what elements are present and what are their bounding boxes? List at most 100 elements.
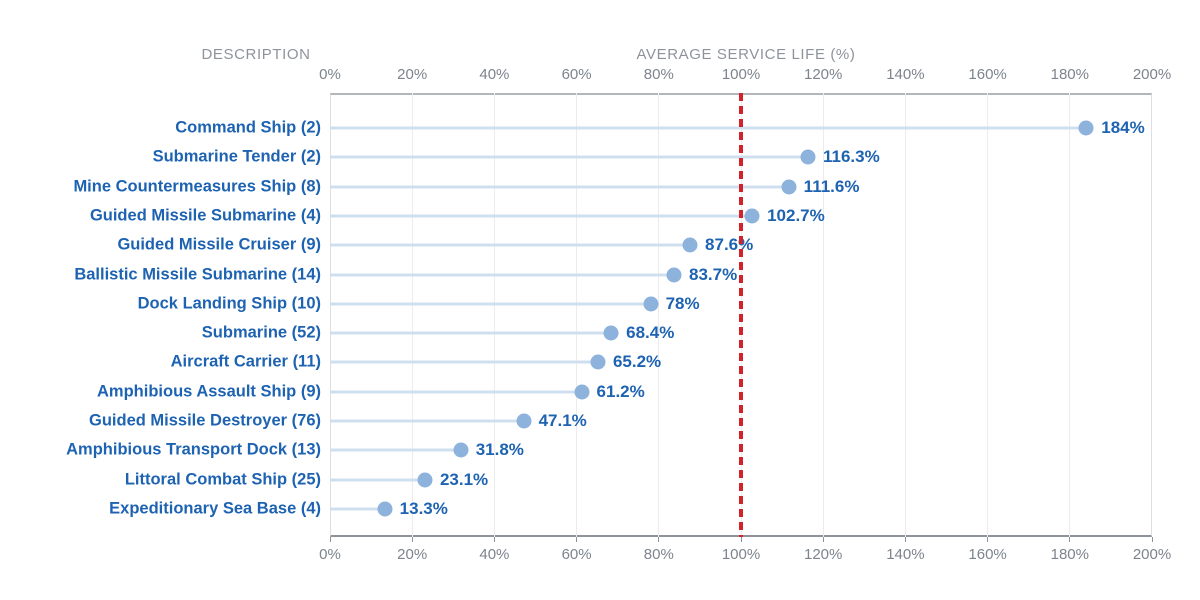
data-point-dot <box>377 501 393 517</box>
bottom-axis-tick-mark <box>1069 537 1071 542</box>
category-label: Submarine (52) <box>201 323 321 342</box>
top-axis-tick-label: 120% <box>804 66 843 83</box>
lollipop-stem <box>330 419 524 423</box>
data-point-dot <box>417 472 433 488</box>
lollipop-stem <box>330 302 651 306</box>
top-axis-tick-label: 80% <box>643 66 674 83</box>
value-label: 23.1% <box>439 469 489 489</box>
bottom-axis-tick-mark <box>493 537 495 542</box>
top-axis-tick-label: 20% <box>397 66 428 83</box>
bottom-axis-tick-label: 80% <box>643 546 674 563</box>
value-label: 184% <box>1101 118 1145 137</box>
lollipop-stem <box>330 331 612 335</box>
value-label: 47.1% <box>538 411 587 431</box>
lollipop-stem <box>330 243 691 247</box>
bottom-axis-tick-mark <box>411 537 413 542</box>
data-point-dot <box>574 384 590 400</box>
category-label: Littoral Combat Ship (25) <box>124 470 321 489</box>
top-axis-tick-label: 160% <box>968 66 1007 83</box>
lollipop-stem <box>330 507 385 511</box>
top-axis-tick-label: 40% <box>479 66 510 83</box>
value-label: 13.3% <box>399 499 448 518</box>
category-label: Mine Countermeasures Ship (8) <box>73 177 321 196</box>
bottom-axis-tick-label: 20% <box>397 546 428 563</box>
category-label: Amphibious Transport Dock (13) <box>66 440 321 459</box>
description-column-header: DESCRIPTION <box>201 46 311 63</box>
value-axis-header: AVERAGE SERVICE LIFE (%) <box>636 46 856 63</box>
lollipop-stem <box>330 155 808 159</box>
category-label: Expeditionary Sea Base (4) <box>109 499 321 518</box>
reference-line-100pct <box>739 93 743 537</box>
bottom-axis-tick-mark <box>1151 537 1153 542</box>
bottom-axis-tick-label: 160% <box>968 546 1007 563</box>
lollipop-stem <box>330 214 753 218</box>
top-axis-tick-label: 140% <box>886 66 925 83</box>
bottom-axis-tick-label: 180% <box>1050 546 1089 563</box>
data-point-dot <box>516 413 532 429</box>
value-label: 61.2% <box>596 381 645 401</box>
gridline <box>1069 93 1071 537</box>
bottom-axis-tick-mark <box>329 537 331 542</box>
value-label: 83.7% <box>689 264 738 284</box>
bottom-axis-tick-label: 140% <box>886 546 925 563</box>
value-label: 78% <box>665 293 700 313</box>
bottom-axis-tick-label: 100% <box>721 546 761 563</box>
category-label: Dock Landing Ship (10) <box>137 294 321 313</box>
data-point-dot <box>643 296 659 312</box>
gridline <box>493 93 495 537</box>
gridline <box>822 93 824 537</box>
lollipop-stem <box>330 448 461 452</box>
lollipop-stem <box>330 478 425 482</box>
top-axis-tick-label: 60% <box>561 66 592 83</box>
top-axis-tick-label: 100% <box>721 66 761 83</box>
category-label: Submarine Tender (2) <box>152 147 321 166</box>
category-label: Guided Missile Submarine (4) <box>89 206 321 225</box>
lollipop-stem <box>330 390 582 394</box>
bottom-axis-tick-mark <box>576 537 578 542</box>
category-label: Guided Missile Cruiser (9) <box>117 235 321 254</box>
bottom-axis-tick-label: 200% <box>1132 546 1172 563</box>
top-axis-tick-label: 180% <box>1050 66 1089 83</box>
data-point-dot <box>603 325 619 341</box>
top-axis-tick-label: 200% <box>1132 66 1172 83</box>
lollipop-stem <box>330 273 674 277</box>
value-label: 116.3% <box>822 147 880 167</box>
gridline <box>987 93 989 537</box>
data-point-dot <box>666 267 682 283</box>
data-point-dot <box>682 237 698 253</box>
value-label: 102.7% <box>767 205 825 225</box>
category-label: Aircraft Carrier (11) <box>170 352 321 371</box>
bottom-axis-tick-mark <box>904 537 906 542</box>
value-label: 65.2% <box>612 352 662 372</box>
data-point-dot <box>744 208 760 224</box>
bottom-axis-tick-mark <box>987 537 989 542</box>
category-label: Guided Missile Destroyer (76) <box>89 411 321 430</box>
bottom-axis-tick-label: 0% <box>319 546 341 563</box>
bottom-axis-tick-label: 120% <box>804 546 843 563</box>
value-label: 87.6% <box>705 235 754 255</box>
bottom-axis-tick-mark <box>658 537 660 542</box>
category-label: Ballistic Missile Submarine (14) <box>74 265 321 284</box>
value-label: 68.4% <box>626 323 675 343</box>
data-point-dot <box>453 442 469 458</box>
category-label: Amphibious Assault Ship (9) <box>97 382 321 401</box>
gridline <box>576 93 578 537</box>
lollipop-stem <box>330 185 789 189</box>
bottom-axis-tick-mark <box>740 537 742 542</box>
top-axis-tick-label: 0% <box>319 66 341 83</box>
gridline <box>904 93 906 537</box>
lollipop-stem <box>330 126 1087 130</box>
data-point-dot <box>781 179 797 195</box>
bottom-axis-tick-label: 40% <box>479 546 510 563</box>
gridline <box>658 93 660 537</box>
bottom-axis-tick-mark <box>822 537 824 542</box>
value-label: 111.6% <box>803 176 860 196</box>
category-label: Command Ship (2) <box>175 118 321 137</box>
gridline <box>411 93 413 537</box>
lollipop-stem <box>330 360 598 364</box>
bottom-axis-tick-label: 60% <box>561 546 592 563</box>
data-point-dot <box>590 354 606 370</box>
value-label: 31.8% <box>475 440 524 460</box>
data-point-dot <box>800 149 816 165</box>
